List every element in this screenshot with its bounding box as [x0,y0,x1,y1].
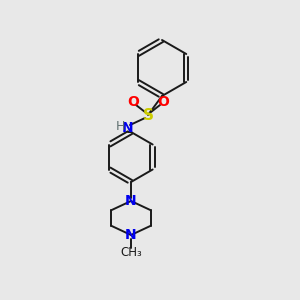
Text: H: H [115,121,125,134]
Text: S: S [142,107,154,122]
Text: O: O [157,95,169,109]
Text: O: O [127,95,139,109]
Text: N: N [122,121,134,135]
Text: N: N [125,194,137,208]
Text: CH₃: CH₃ [120,247,142,260]
Text: N: N [125,228,137,242]
